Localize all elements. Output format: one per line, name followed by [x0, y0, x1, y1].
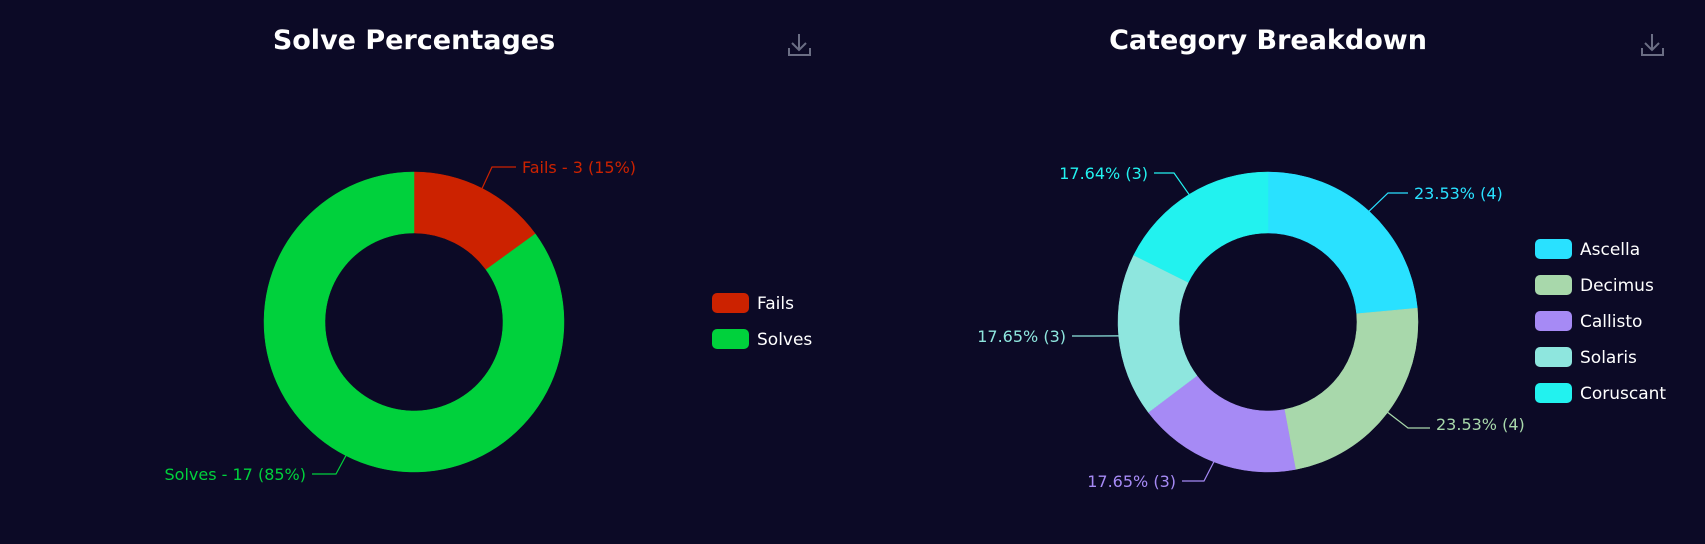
- slice-solves[interactable]: [263, 171, 565, 473]
- legend-label[interactable]: Coruscant: [1580, 384, 1666, 404]
- legend-label[interactable]: Callisto: [1580, 312, 1642, 332]
- slice-labels: Fails - 3 (15%) Solves - 17 (85%): [165, 158, 637, 484]
- legend-label[interactable]: Ascella: [1580, 240, 1640, 260]
- legend-swatch[interactable]: [1535, 347, 1572, 367]
- leader-line: [481, 166, 516, 189]
- legend-label[interactable]: Solaris: [1580, 348, 1637, 368]
- slice-label: 17.64% (3): [1059, 164, 1148, 183]
- chart-title: Solve Percentages: [273, 25, 555, 56]
- legend-swatch[interactable]: [1535, 383, 1572, 403]
- leader-line: [1182, 461, 1215, 482]
- slice-label: 23.53% (4): [1414, 184, 1503, 203]
- legend-swatch[interactable]: [1535, 275, 1572, 295]
- donut-slices: [263, 171, 565, 473]
- slice-label: Fails - 3 (15%): [522, 158, 636, 177]
- category-breakdown-chart: Category Breakdown 23.53% (4) 23.53% (4) 1…: [977, 25, 1666, 491]
- legend: Ascella Decimus Callisto Solaris Coruscant: [1535, 239, 1666, 404]
- leader-line: [312, 455, 347, 475]
- download-icon[interactable]: [1641, 34, 1664, 56]
- slice-label: 23.53% (4): [1436, 415, 1525, 434]
- legend-label[interactable]: Decimus: [1580, 276, 1654, 296]
- slice-coruscant[interactable]: [1133, 171, 1269, 283]
- chart-title: Category Breakdown: [1109, 25, 1427, 56]
- legend-swatch[interactable]: [712, 293, 749, 313]
- legend-swatch[interactable]: [712, 329, 749, 349]
- leader-line: [1387, 411, 1430, 429]
- leader-line: [1154, 172, 1190, 195]
- leader-line: [1368, 192, 1408, 212]
- legend-swatch[interactable]: [1535, 311, 1572, 331]
- slice-labels: 23.53% (4) 23.53% (4) 17.65% (3) 17.65% (3)…: [977, 164, 1525, 491]
- legend-swatch[interactable]: [1535, 239, 1572, 259]
- download-icon[interactable]: [788, 34, 811, 56]
- slice-label: Solves - 17 (85%): [165, 465, 306, 484]
- legend-label[interactable]: Solves: [757, 330, 812, 350]
- slice-decimus[interactable]: [1284, 307, 1419, 470]
- donut-slices: [1117, 171, 1419, 473]
- legend: Fails Solves: [712, 293, 812, 350]
- legend-label[interactable]: Fails: [757, 294, 794, 314]
- slice-label: 17.65% (3): [977, 327, 1066, 346]
- slice-label: 17.65% (3): [1087, 472, 1176, 491]
- solve-percentages-chart: Solve Percentages Fails - 3 (15%) Solves …: [165, 25, 813, 484]
